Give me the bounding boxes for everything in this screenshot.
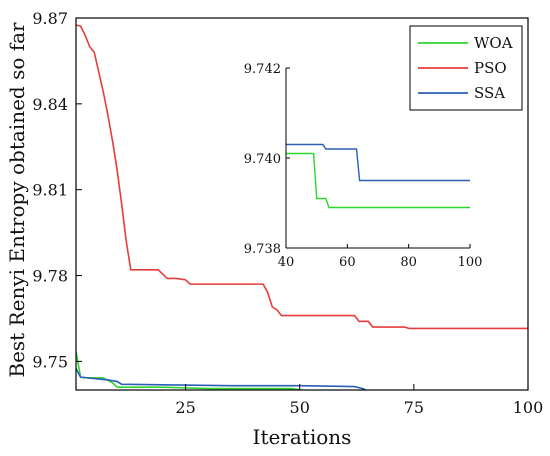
y-tick-label: 9.78 bbox=[32, 267, 68, 286]
inset-series-lines bbox=[286, 143, 470, 209]
inset-y-tick-label: 9.740 bbox=[244, 152, 281, 167]
inset-series-line-woa bbox=[286, 152, 470, 209]
y-tick-label: 9.75 bbox=[32, 352, 68, 371]
y-axis-label: Best Renyi Entropy obtained so far bbox=[5, 22, 29, 378]
series-line-pso bbox=[76, 24, 528, 330]
series-line-ssa bbox=[76, 368, 368, 390]
x-axis-label: Iterations bbox=[253, 425, 352, 449]
legend-label-ssa: SSA bbox=[474, 84, 505, 102]
inset-series-line-ssa bbox=[286, 143, 470, 182]
x-tick-label: 25 bbox=[175, 398, 195, 417]
inset-x-tick-label: 40 bbox=[278, 255, 295, 270]
y-tick-label: 9.84 bbox=[32, 95, 68, 114]
series-lines bbox=[76, 24, 528, 390]
main-plot: 25 50 75 100 9.75 9.78 9.81 9.84 9.87 bbox=[32, 9, 543, 417]
series-line-woa bbox=[76, 351, 304, 390]
x-tick-label: 50 bbox=[290, 398, 310, 417]
plot-frame bbox=[75, 17, 529, 391]
y-tick-label: 9.81 bbox=[32, 181, 68, 200]
inset-x-tick-label: 80 bbox=[400, 255, 417, 270]
inset-x-tick-label: 60 bbox=[339, 255, 356, 270]
inset-y-tick-label: 9.742 bbox=[244, 62, 281, 77]
legend-label-pso: PSO bbox=[474, 59, 507, 77]
inset-x-tick-label: 100 bbox=[458, 255, 483, 270]
x-tick-label: 75 bbox=[404, 398, 424, 417]
y-tick-label: 9.87 bbox=[32, 9, 68, 28]
legend-label-woa: WOA bbox=[474, 34, 513, 52]
legend: WOA PSO SSA bbox=[409, 25, 523, 111]
inset-y-tick-label: 9.738 bbox=[244, 242, 281, 257]
x-tick-label: 100 bbox=[513, 398, 544, 417]
